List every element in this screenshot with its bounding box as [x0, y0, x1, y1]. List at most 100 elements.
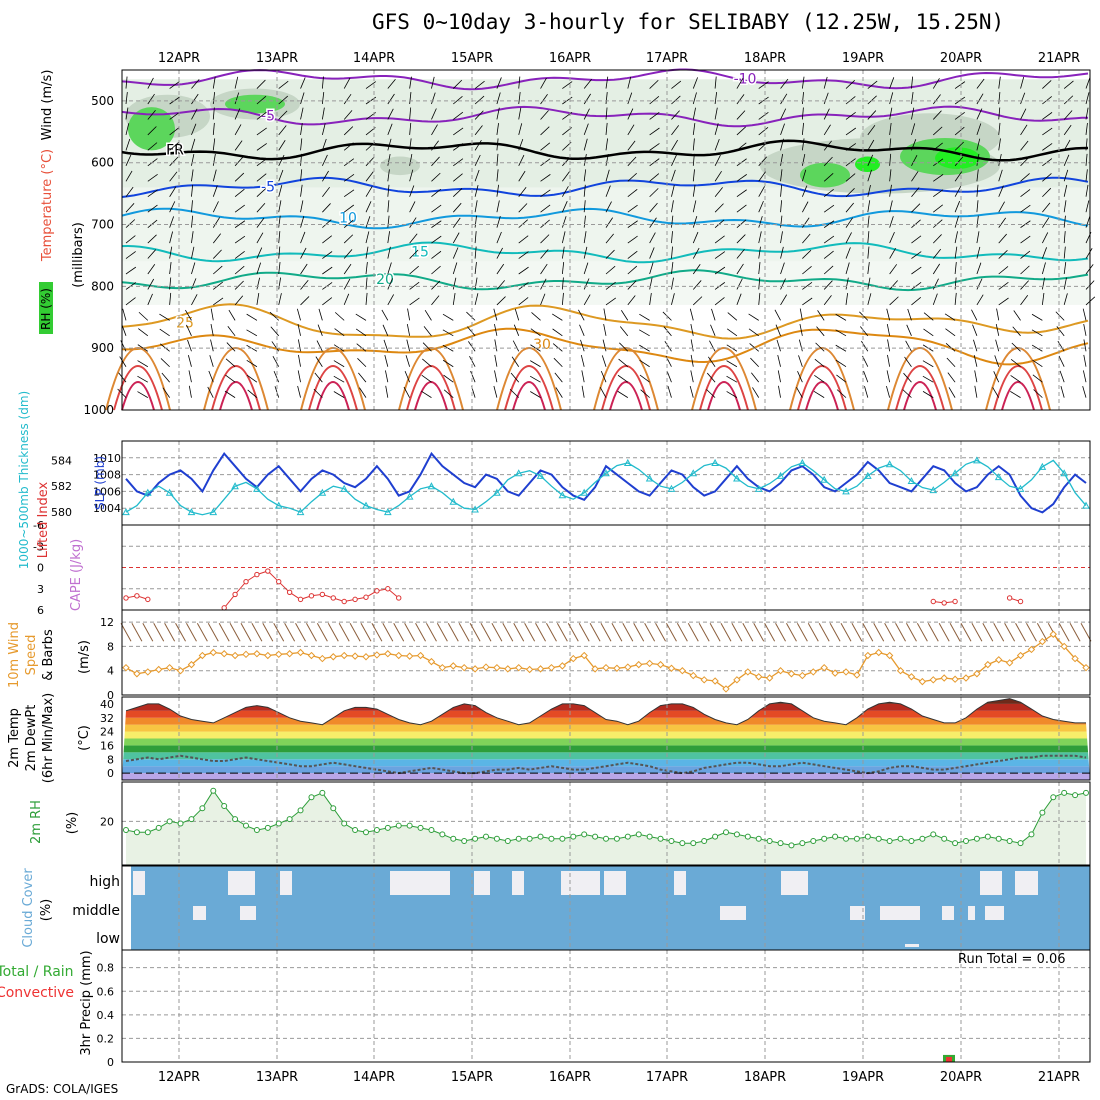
thickness-marker — [623, 458, 632, 466]
wind-barb — [889, 280, 898, 290]
wind-barb — [802, 249, 812, 259]
wind-barb — [932, 263, 941, 275]
wind-barb — [736, 174, 747, 182]
wind-speed-marker — [569, 654, 577, 663]
surface-wind-barb — [186, 623, 197, 642]
wind-barb — [234, 220, 246, 228]
wind-barb — [278, 140, 286, 151]
wind-barb — [1010, 358, 1021, 368]
wind-barb — [125, 138, 131, 151]
thickness-marker — [907, 477, 916, 485]
wind-barb — [583, 169, 587, 182]
temp-tick-label: 8 — [107, 753, 114, 766]
temp-tick-label: 16 — [100, 739, 114, 752]
wind-barb — [692, 107, 696, 120]
wind-barb — [540, 278, 547, 290]
wind-barb — [234, 76, 239, 89]
boundary-layer-contour — [895, 365, 945, 411]
wind-barb — [1063, 80, 1074, 89]
wind-barb — [1020, 265, 1030, 275]
temp-color-band — [122, 738, 1090, 746]
wind-barb — [998, 217, 1007, 228]
surface-wind-barb — [578, 623, 590, 642]
wind-barb — [518, 203, 528, 213]
wind-barb — [561, 231, 566, 244]
wind-barb — [453, 127, 464, 136]
thickness-marker — [318, 488, 327, 496]
temperature-contour — [121, 176, 1089, 198]
wind-barb — [147, 142, 158, 151]
boundary-layer-contour — [699, 365, 749, 411]
thickness-marker — [122, 508, 130, 516]
rh2m-marker — [777, 840, 784, 847]
wind-speed-marker — [176, 667, 185, 675]
wind-barb — [513, 324, 520, 336]
wind-barb — [714, 154, 721, 166]
boundary-layer-contour — [609, 381, 643, 411]
surface-wind-barb — [393, 623, 405, 642]
grads-credit: GrADS: COLA/IGES — [6, 1082, 119, 1096]
wind-barb — [692, 200, 697, 213]
wind-barb — [954, 171, 963, 182]
wind-barb — [300, 138, 303, 151]
temperature-contour — [121, 139, 1089, 162]
wind-barb — [1010, 375, 1021, 383]
wind-barb — [540, 234, 550, 244]
wind-barb — [159, 313, 170, 321]
wind-barb — [561, 277, 564, 290]
rh2m-marker — [439, 831, 446, 838]
wind-barb — [422, 342, 432, 352]
wind-barb — [649, 143, 660, 151]
wind-barb — [954, 126, 965, 136]
wind-barb — [169, 201, 176, 213]
boundary-layer-contour — [211, 365, 261, 411]
wind-barb — [452, 247, 459, 259]
lifted-index-marker — [276, 578, 282, 585]
wind-barb — [423, 326, 432, 337]
wind-barb — [452, 188, 463, 198]
wind-barb — [945, 328, 956, 337]
wind-barb — [191, 93, 199, 105]
wind-barb — [125, 251, 136, 259]
wind-barb — [384, 355, 389, 367]
surface-wind-barb — [371, 623, 383, 642]
wind-barb — [867, 262, 870, 275]
rh2m-marker — [613, 835, 620, 842]
wind-barb — [169, 171, 178, 182]
wind-barb — [409, 153, 413, 166]
rh2m-marker — [352, 827, 359, 834]
wind-barb — [300, 169, 303, 182]
wind-barb — [1042, 187, 1052, 198]
x-axis-bottom-label: 14APR — [353, 1070, 395, 1085]
wind-barb — [561, 216, 567, 228]
wind-barb — [933, 219, 943, 228]
wind-barb — [300, 107, 304, 120]
wind-barb — [780, 123, 785, 136]
x-axis-top-label: 20APR — [940, 51, 982, 66]
wind-barb — [752, 387, 760, 398]
wind-barb — [343, 234, 354, 244]
wind-barb — [954, 246, 958, 259]
wind-barb — [297, 385, 301, 398]
wind-barb — [758, 156, 767, 167]
slp-tick-label: 1006 — [93, 485, 121, 498]
wind-barb — [256, 111, 267, 120]
wind-barb — [518, 154, 525, 166]
wind-barb — [442, 329, 454, 337]
wind-barb — [530, 391, 541, 398]
wind-barb — [867, 215, 870, 228]
rh2m-marker — [559, 835, 566, 842]
temperature-contour — [121, 303, 1089, 340]
wind-speed-marker — [995, 656, 1003, 664]
wind-barb — [272, 356, 280, 367]
rh2m-marker — [701, 837, 708, 844]
surface-wind-barb — [840, 623, 852, 642]
wind-barb — [801, 122, 804, 135]
wind-speed-marker — [275, 650, 283, 659]
wind-barb — [256, 247, 263, 259]
rh2m-marker — [319, 789, 326, 796]
wind-barb — [867, 80, 878, 89]
wind-barb — [780, 93, 788, 105]
wind-barb — [649, 247, 655, 259]
wind-speed-marker — [144, 668, 152, 676]
